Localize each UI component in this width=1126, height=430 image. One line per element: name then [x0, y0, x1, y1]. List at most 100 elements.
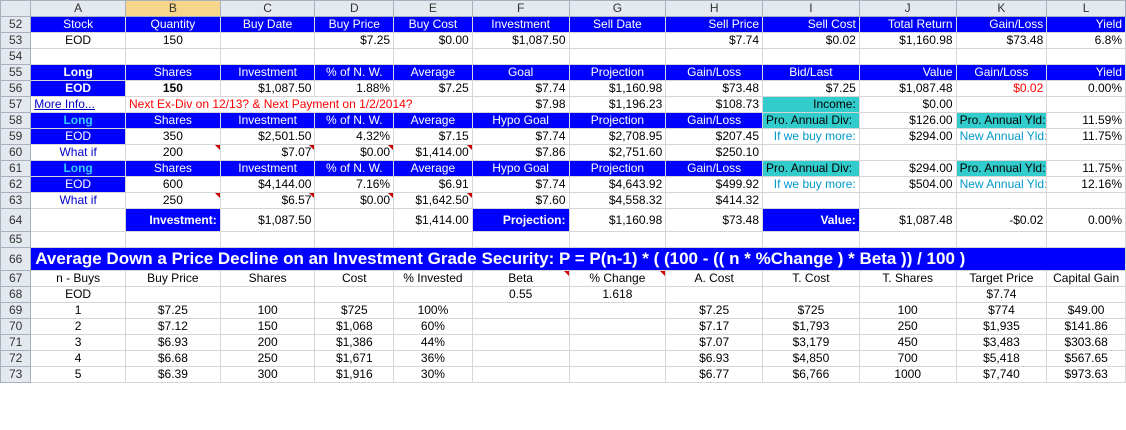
cell[interactable]: Shares	[125, 112, 221, 129]
cell[interactable]: 0.00%	[1046, 208, 1126, 232]
row-header[interactable]: 61	[0, 160, 32, 177]
cell[interactable]: $973.63	[1046, 366, 1126, 383]
cell[interactable]: $0.00	[314, 144, 395, 161]
cell[interactable]	[472, 48, 570, 65]
cell[interactable]: Investment	[220, 64, 316, 81]
cell[interactable]: 11.75%	[1046, 128, 1126, 145]
cell[interactable]	[859, 231, 957, 248]
cell[interactable]	[665, 48, 764, 65]
column-header-l[interactable]: L	[1046, 0, 1126, 17]
cell[interactable]	[859, 286, 957, 303]
cell[interactable]: $0.02	[956, 80, 1048, 97]
cell[interactable]	[1046, 286, 1126, 303]
cell[interactable]: 700	[859, 350, 957, 367]
cell[interactable]: Total Return	[859, 16, 957, 33]
column-header-i[interactable]: I	[762, 0, 860, 17]
cell[interactable]	[1046, 48, 1126, 65]
cell[interactable]: $1,642.50	[393, 192, 473, 209]
cell[interactable]: $7.12	[125, 318, 221, 335]
cell[interactable]	[569, 32, 667, 49]
cell[interactable]	[220, 286, 316, 303]
cell[interactable]: $126.00	[859, 112, 957, 129]
cell[interactable]: $7.25	[762, 80, 860, 97]
cell[interactable]: Buy Cost	[393, 16, 473, 33]
cell[interactable]: Income:	[762, 96, 860, 113]
row-header[interactable]: 63	[0, 192, 32, 209]
cell[interactable]: $7.74	[472, 80, 570, 97]
cell[interactable]: $6.68	[125, 350, 221, 367]
column-header-c[interactable]: C	[219, 0, 316, 17]
cell[interactable]: If we buy more:	[762, 176, 860, 193]
cell[interactable]	[314, 208, 395, 232]
cell[interactable]: 3	[30, 334, 126, 351]
cell[interactable]: 300	[220, 366, 316, 383]
cell[interactable]: $4,643.92	[569, 176, 667, 193]
cell[interactable]: $1,935	[956, 318, 1048, 335]
row-header[interactable]: 72	[0, 350, 32, 367]
cell[interactable]	[956, 48, 1048, 65]
column-header-e[interactable]: E	[393, 0, 473, 17]
cell[interactable]: 11.75%	[1046, 160, 1126, 177]
cell[interactable]: 1000	[859, 366, 957, 383]
cell[interactable]: 600	[125, 176, 221, 193]
cell[interactable]: Average	[393, 64, 473, 81]
cell[interactable]: 1.618	[569, 286, 667, 303]
cell[interactable]: Investment:	[125, 208, 221, 232]
cell[interactable]: $7,740	[956, 366, 1048, 383]
row-header[interactable]: 53	[0, 32, 32, 49]
cell[interactable]	[472, 366, 570, 383]
cell[interactable]: Projection:	[472, 208, 570, 232]
cell[interactable]: 6.8%	[1046, 32, 1126, 49]
cell[interactable]: 200	[220, 334, 316, 351]
cell[interactable]: Value	[859, 64, 957, 81]
cell[interactable]: Gain/Loss	[956, 16, 1048, 33]
cell[interactable]: $7.74	[956, 286, 1048, 303]
cell[interactable]	[762, 286, 860, 303]
cell[interactable]: Gain/Loss	[665, 112, 764, 129]
cell[interactable]: 1	[30, 302, 126, 319]
cell[interactable]: $1,671	[314, 350, 395, 367]
cell[interactable]: 30%	[393, 366, 473, 383]
cell[interactable]	[665, 231, 764, 248]
cell[interactable]: $1,087.50	[220, 80, 316, 97]
cell[interactable]: $6.77	[665, 366, 764, 383]
cell[interactable]: $499.92	[665, 176, 764, 193]
cell[interactable]: $6.57	[220, 192, 316, 209]
cell[interactable]: $1,196.23	[569, 96, 667, 113]
cell[interactable]: 200	[125, 144, 221, 161]
cell[interactable]	[393, 231, 473, 248]
cell[interactable]	[956, 96, 1048, 113]
cell[interactable]: 150	[220, 318, 316, 335]
cell[interactable]: $1,916	[314, 366, 395, 383]
cell[interactable]: Investment	[220, 112, 316, 129]
cell[interactable]: $6.91	[393, 176, 473, 193]
cell[interactable]: T. Cost	[762, 270, 860, 287]
cell[interactable]: $7.17	[665, 318, 764, 335]
cell[interactable]: % of N. W.	[314, 112, 395, 129]
cell[interactable]: Bid/Last	[762, 64, 860, 81]
cell[interactable]: % Invested	[393, 270, 473, 287]
cell[interactable]: 44%	[393, 334, 473, 351]
cell[interactable]: Goal	[472, 64, 570, 81]
cell[interactable]: Cost	[314, 270, 395, 287]
cell[interactable]: $1,087.50	[472, 32, 570, 49]
cell[interactable]: Projection	[569, 64, 667, 81]
cell[interactable]: $1,160.98	[859, 32, 957, 49]
cell[interactable]: 350	[125, 128, 221, 145]
cell[interactable]: $7.74	[665, 32, 764, 49]
cell[interactable]	[472, 302, 570, 319]
column-header-f[interactable]: F	[471, 0, 570, 17]
cell[interactable]: Shares	[220, 270, 316, 287]
cell[interactable]: Shares	[125, 64, 221, 81]
cell[interactable]: 150	[125, 32, 221, 49]
cell[interactable]: If we buy more:	[762, 128, 860, 145]
row-header[interactable]: 56	[0, 80, 32, 97]
cell[interactable]: $1,793	[762, 318, 860, 335]
cell[interactable]	[220, 32, 316, 49]
cell[interactable]: Beta	[472, 270, 570, 287]
row-header[interactable]: 55	[0, 64, 32, 81]
row-header[interactable]: 70	[0, 318, 32, 335]
cell[interactable]: 36%	[393, 350, 473, 367]
cell[interactable]	[859, 192, 957, 209]
cell[interactable]: % of N. W.	[314, 160, 395, 177]
